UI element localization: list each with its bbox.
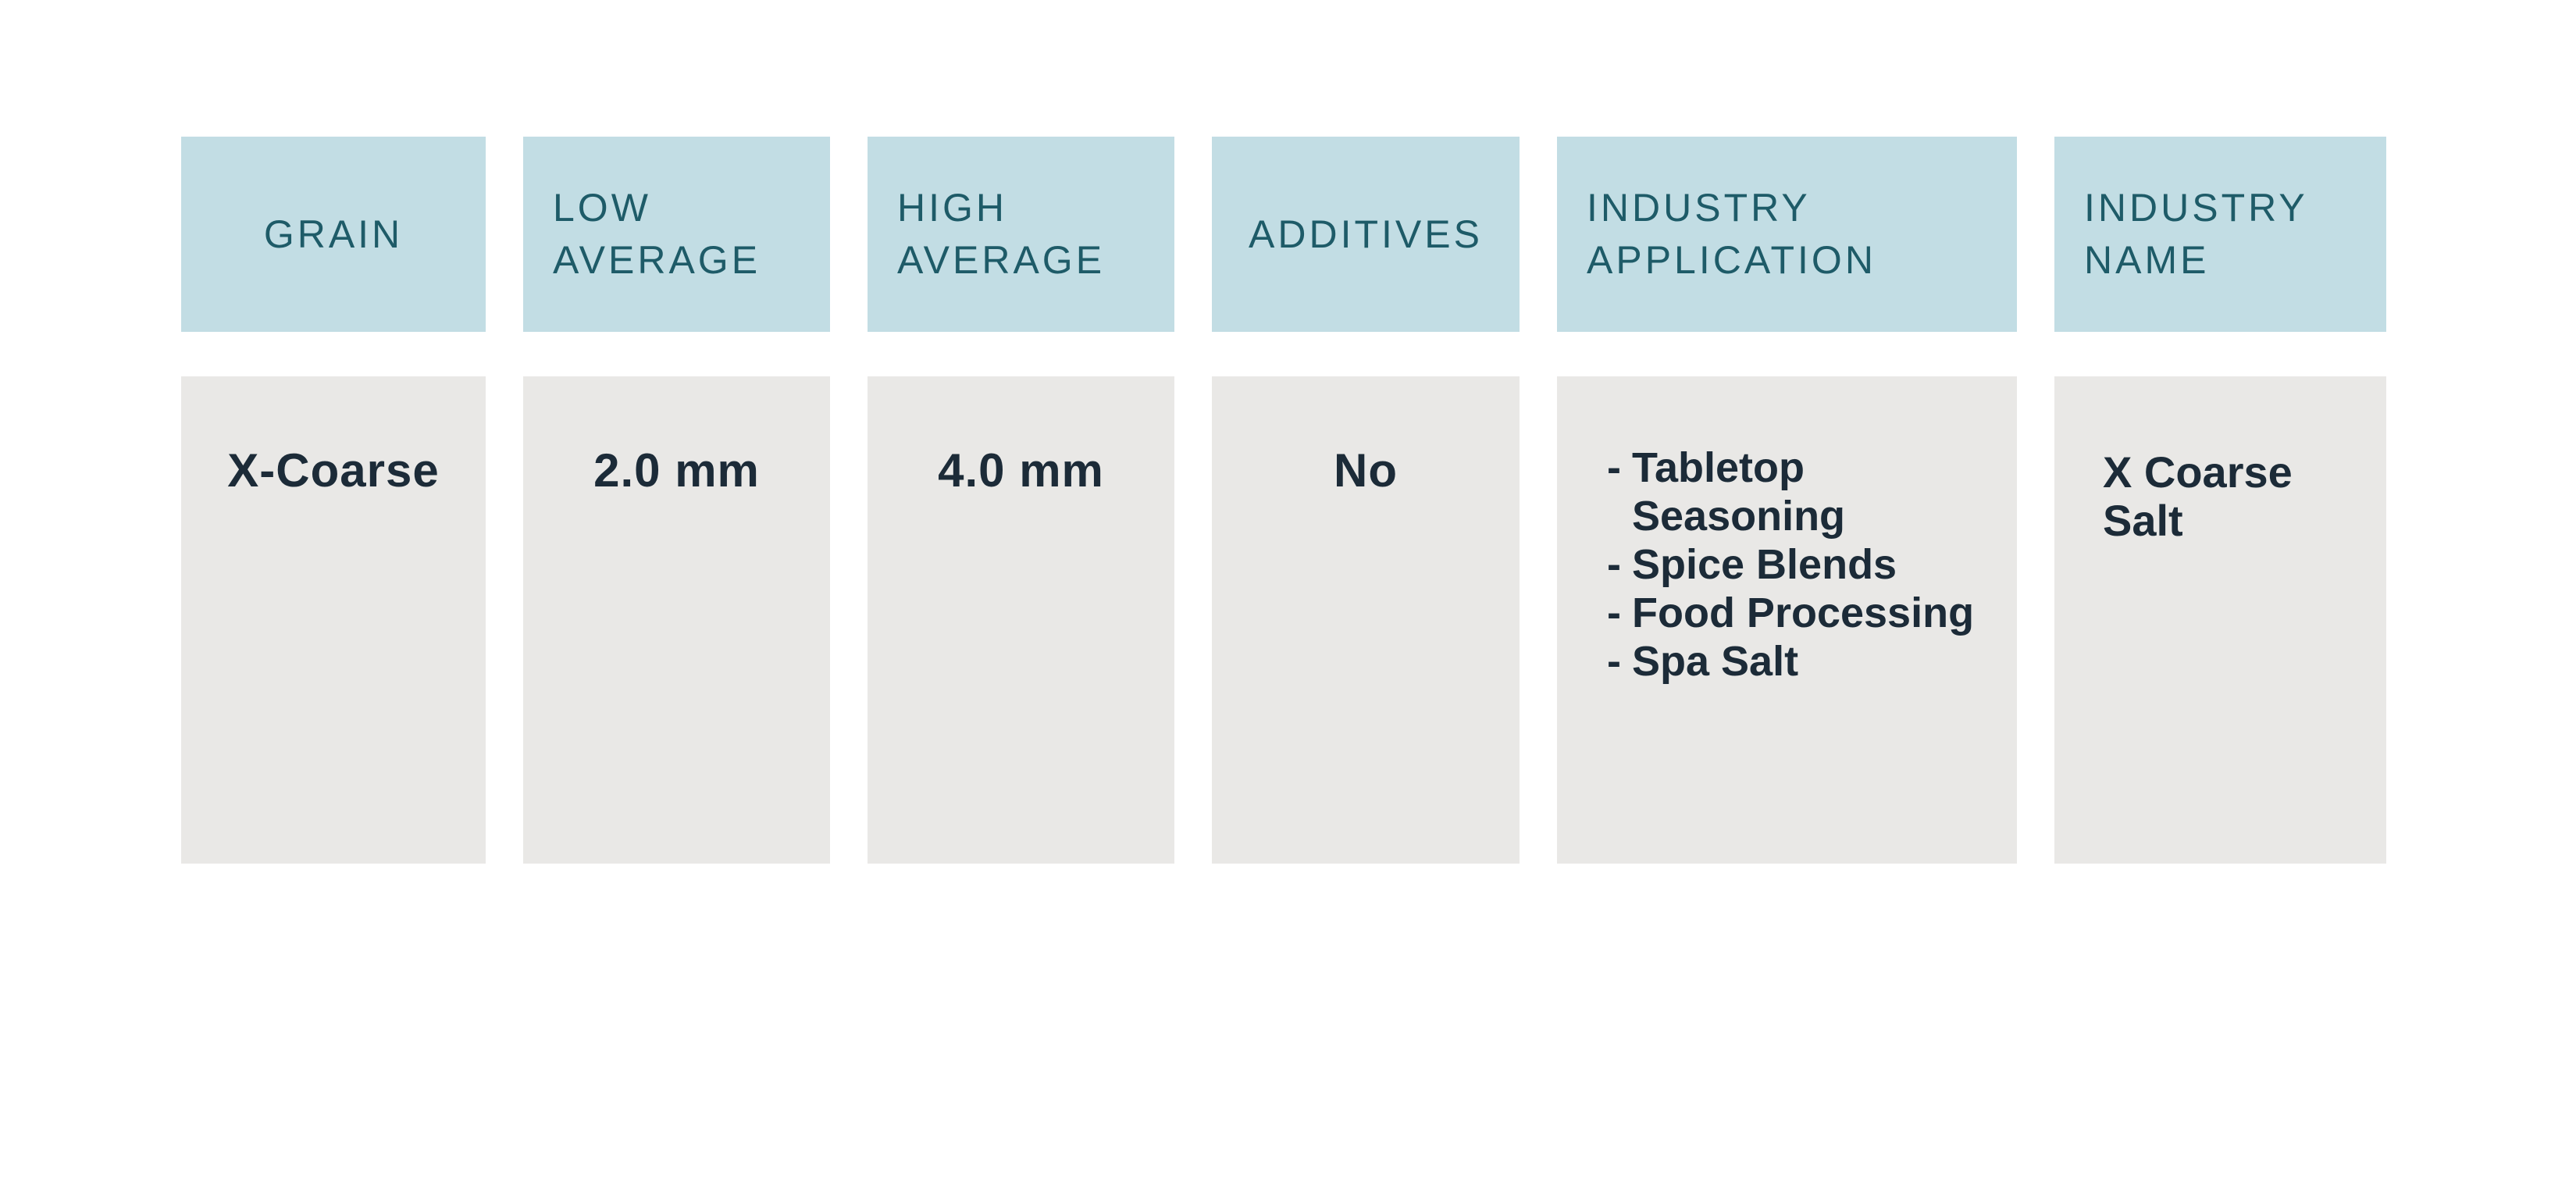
header-cell-additives: ADDITIVES [1212, 137, 1520, 332]
industry-application-item: - Spice Blends [1607, 540, 2001, 589]
industry-application-item: - Food Processing [1607, 589, 2001, 637]
header-cell-low-average: LOW AVERAGE [523, 137, 830, 332]
bullet-dash: - [1607, 638, 1621, 685]
grain-value: X-Coarse [227, 444, 440, 497]
industry-name-value: X Coarse Salt [2103, 447, 2293, 545]
bullet-dash: - [1607, 541, 1621, 588]
cell-additives-value: No [1212, 376, 1520, 864]
header-label-grain: GRAIN [263, 212, 404, 256]
low-average-value: 2.0 mm [593, 444, 760, 497]
cell-low-average-value: 2.0 mm [523, 376, 830, 864]
industry-application-item: - Tabletop Seasoning [1607, 444, 2001, 540]
header-cell-grain: GRAIN [181, 137, 486, 332]
header-cell-high-average: HIGH AVERAGE [868, 137, 1174, 332]
header-label-low-average: LOW AVERAGE [553, 186, 761, 282]
bullet-dash: - [1607, 444, 1621, 491]
industry-application-label: Food Processing [1631, 590, 1975, 636]
industry-application-label: Spice Blends [1631, 541, 1897, 588]
header-cell-industry-name: INDUSTRY NAME [2054, 137, 2386, 332]
grain-size-table: GRAIN LOW AVERAGE HIGH AVERAGE ADDITIVES… [181, 137, 2386, 864]
cell-industry-application-list: - Tabletop Seasoning - Spice Blends - Fo… [1557, 376, 2017, 864]
cell-high-average-value: 4.0 mm [868, 376, 1174, 864]
header-cell-industry-application: INDUSTRY APPLICATION [1557, 137, 2017, 332]
header-label-additives: ADDITIVES [1249, 212, 1483, 256]
cell-grain-value: X-Coarse [181, 376, 486, 864]
high-average-value: 4.0 mm [938, 444, 1104, 497]
header-label-industry-name: INDUSTRY NAME [2084, 186, 2307, 282]
industry-application-item: - Spa Salt [1607, 637, 2001, 686]
industry-application-label: Spa Salt [1631, 638, 1799, 685]
cell-industry-name-value: X Coarse Salt [2054, 376, 2386, 864]
header-label-high-average: HIGH AVERAGE [897, 186, 1106, 282]
header-label-industry-application: INDUSTRY APPLICATION [1587, 186, 1876, 282]
additives-value: No [1334, 444, 1398, 497]
bullet-dash: - [1607, 590, 1621, 636]
industry-application-label: Tabletop Seasoning [1631, 444, 1846, 540]
